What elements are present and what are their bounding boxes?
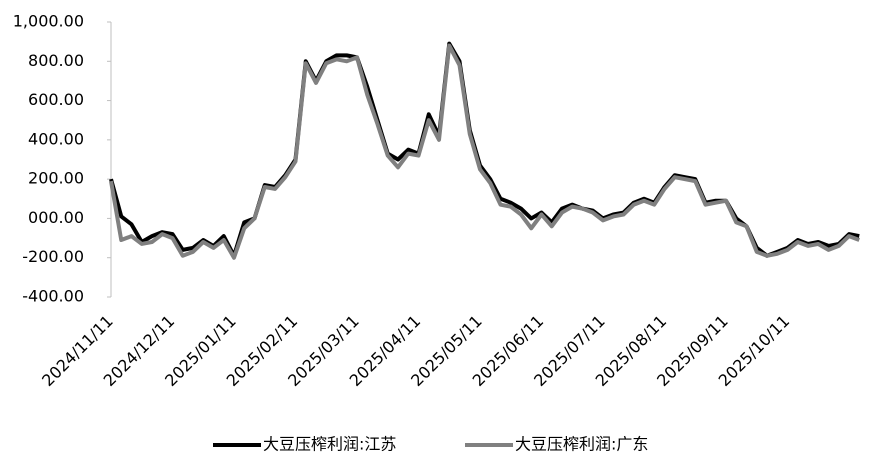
y-tick-label: 200.00 <box>28 169 84 188</box>
y-tick-label: 1,000.00 <box>13 12 84 31</box>
y-tick-label: 800.00 <box>28 51 84 70</box>
y-tick-label: -200.00 <box>22 247 84 266</box>
y-tick-label: 400.00 <box>28 129 84 148</box>
legend-label: 大豆压榨利润:广东 <box>515 435 648 454</box>
legend-label: 大豆压榨利润:江苏 <box>263 435 396 454</box>
series-line <box>109 41 860 258</box>
y-tick-label: 000.00 <box>28 208 84 227</box>
series-line <box>109 43 860 260</box>
y-tick-label: 600.00 <box>28 90 84 109</box>
y-tick-label: -400.00 <box>22 287 84 306</box>
